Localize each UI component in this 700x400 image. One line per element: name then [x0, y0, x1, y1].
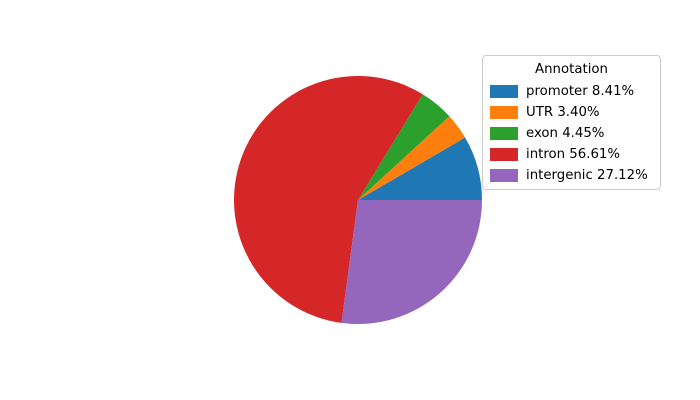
- legend-label-intron: intron 56.61%: [526, 147, 621, 162]
- legend-label-intergenic: intergenic 27.12%: [526, 168, 648, 183]
- pie-slice-promoter: [358, 137, 482, 200]
- pie-slice-intergenic: [341, 200, 482, 325]
- legend-item-exon: exon 4.45%: [490, 123, 653, 144]
- pie-slice-utr: [358, 116, 466, 200]
- legend-item-intergenic: intergenic 27.12%: [490, 165, 653, 186]
- legend-item-intron: intron 56.61%: [490, 144, 653, 165]
- legend-swatch-intergenic: [490, 169, 518, 182]
- legend: Annotation promoter 8.41% UTR 3.40% exon…: [482, 55, 661, 190]
- legend-label-promoter: promoter 8.41%: [526, 84, 635, 99]
- legend-swatch-promoter: [490, 85, 518, 98]
- legend-label-exon: exon 4.45%: [526, 126, 605, 141]
- legend-swatch-exon: [490, 127, 518, 140]
- legend-swatch-intron: [490, 148, 518, 161]
- pie-slice-intron: [233, 75, 423, 323]
- legend-title: Annotation: [535, 62, 608, 77]
- pie-slice-exon: [358, 94, 450, 200]
- legend-item-promoter: promoter 8.41%: [490, 81, 653, 102]
- legend-swatch-utr: [490, 106, 518, 119]
- legend-item-utr: UTR 3.40%: [490, 102, 653, 123]
- legend-label-utr: UTR 3.40%: [526, 105, 600, 120]
